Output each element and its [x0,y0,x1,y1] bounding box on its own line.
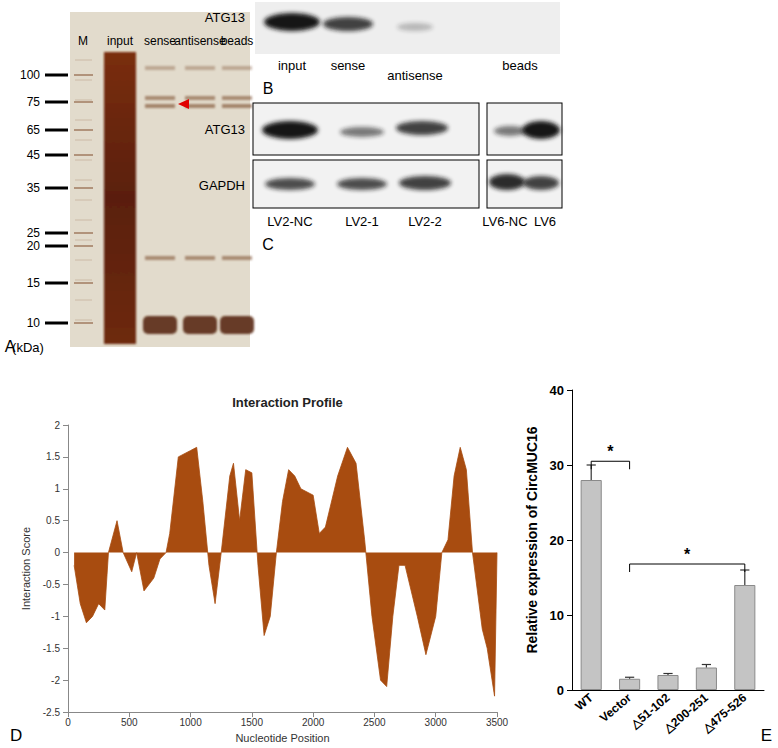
svg-text:35: 35 [27,181,41,195]
svg-text:*: * [684,546,691,563]
svg-text:M: M [78,34,88,48]
svg-text:*: * [607,443,614,460]
svg-text:Interaction Profile: Interaction Profile [232,395,343,410]
svg-text:-1.5: -1.5 [43,643,61,654]
svg-text:LV6: LV6 [534,214,556,229]
svg-text:sense: sense [144,34,176,48]
svg-text:0: 0 [65,717,71,728]
svg-text:10: 10 [550,608,564,623]
svg-text:Relative expression of CircMUC: Relative expression of CircMUC16 [524,426,540,653]
svg-text:500: 500 [121,717,138,728]
svg-text:20: 20 [27,239,41,253]
svg-text:antisense: antisense [174,34,226,48]
svg-text:△475-526: △475-526 [699,690,750,736]
svg-text:-1: -1 [51,611,60,622]
svg-text:0: 0 [557,683,564,698]
svg-text:100: 100 [20,68,40,82]
svg-text:40: 40 [550,383,564,398]
svg-text:LV6-NC: LV6-NC [482,214,527,229]
svg-text:A: A [5,338,16,355]
svg-text:0.5: 0.5 [46,515,60,526]
svg-text:1: 1 [54,483,60,494]
svg-text:(kDa): (kDa) [12,340,44,355]
svg-text:antisense: antisense [387,68,443,83]
svg-text:1000: 1000 [179,717,202,728]
svg-text:25: 25 [27,226,41,240]
svg-text:sense: sense [331,58,366,73]
svg-text:20: 20 [550,533,564,548]
svg-text:B: B [263,80,274,97]
svg-text:beads: beads [502,58,538,73]
svg-text:Nucleotide Position: Nucleotide Position [235,732,329,744]
svg-text:LV2-2: LV2-2 [408,214,442,229]
svg-text:10: 10 [27,316,41,330]
svg-text:45: 45 [27,148,41,162]
svg-text:D: D [10,726,22,745]
svg-text:GAPDH: GAPDH [199,178,245,193]
svg-text:1500: 1500 [241,717,264,728]
svg-text:E: E [761,726,772,745]
svg-text:Vector: Vector [597,690,635,725]
svg-text:2500: 2500 [363,717,386,728]
svg-text:75: 75 [27,95,41,109]
svg-text:△51-102: △51-102 [628,690,673,732]
svg-text:input: input [278,58,307,73]
svg-text:1.5: 1.5 [46,451,60,462]
svg-text:beads: beads [221,34,254,48]
svg-text:-2.5: -2.5 [43,707,61,718]
svg-text:ATG13: ATG13 [205,10,245,25]
svg-text:65: 65 [27,123,41,137]
svg-text:△200-251: △200-251 [661,690,711,736]
svg-text:C: C [262,236,274,253]
svg-text:0: 0 [54,547,60,558]
svg-text:Interaction Score: Interaction Score [20,527,32,610]
svg-text:input: input [107,34,134,48]
svg-text:ATG13: ATG13 [205,122,245,137]
svg-text:-0.5: -0.5 [43,579,61,590]
svg-text:2000: 2000 [302,717,325,728]
svg-text:2: 2 [54,420,60,431]
svg-text:3500: 3500 [486,717,509,728]
svg-text:-2: -2 [51,675,60,686]
svg-text:WT: WT [572,690,596,713]
svg-text:30: 30 [550,458,564,473]
svg-text:3000: 3000 [425,717,448,728]
svg-text:LV2-1: LV2-1 [345,214,379,229]
svg-text:LV2-NC: LV2-NC [267,214,312,229]
svg-text:15: 15 [27,276,41,290]
